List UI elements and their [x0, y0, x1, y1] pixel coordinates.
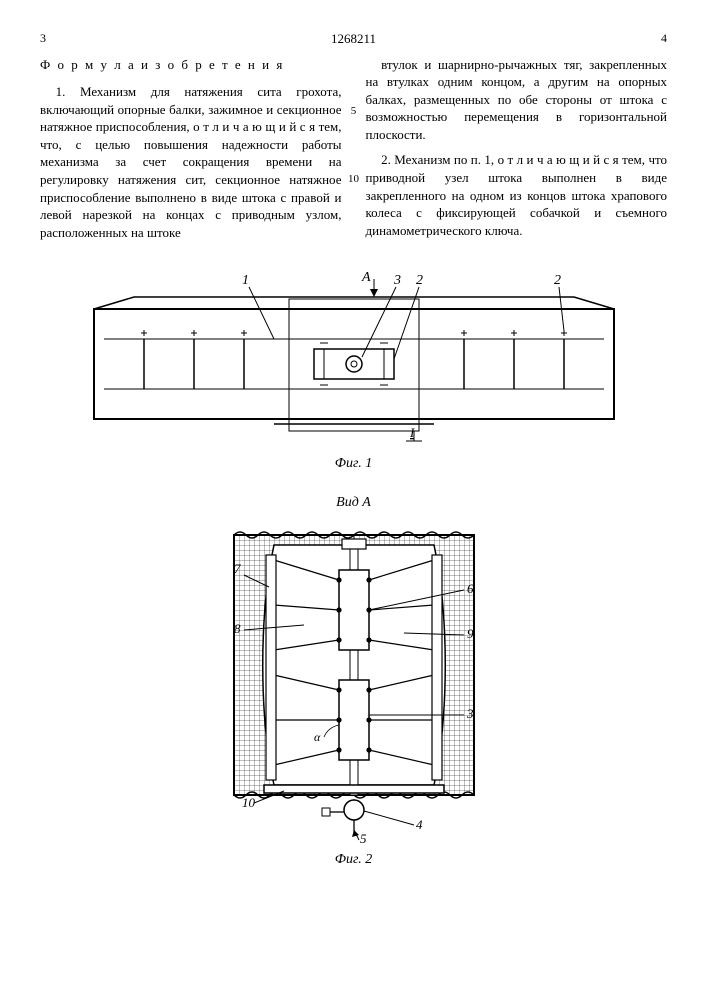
page-number-left: 3 — [40, 30, 46, 46]
patent-number: 1268211 — [40, 30, 667, 48]
figure-1: A 1 3 2 2 I Фиг. 1 — [40, 269, 667, 474]
label-7: 7 — [234, 561, 241, 576]
figure-2-svg: 7 8 6 9 3 α 10 4 5 — [204, 515, 504, 845]
figure-2-toplabel: Вид А — [40, 494, 667, 513]
figure-1-svg: A 1 3 2 2 I — [74, 269, 634, 449]
label-5: 5 — [360, 831, 367, 845]
text-columns: Ф о р м у л а и з о б р е т е н и я 1. М… — [40, 56, 667, 249]
figure-2: Вид А — [40, 494, 667, 870]
claims-block: 5 10 Ф о р м у л а и з о б р е т е н и я… — [40, 56, 667, 249]
formula-title: Ф о р м у л а и з о б р е т е н и я — [40, 56, 342, 74]
label-3: 3 — [393, 273, 401, 288]
claim-1-left: 1. Механизм для натяжения сита грохота, … — [40, 83, 342, 241]
label-A: A — [361, 270, 371, 285]
label-9: 9 — [467, 626, 474, 641]
label-6: 6 — [467, 581, 474, 596]
label-3b: 3 — [466, 706, 474, 721]
line-marker-5: 5 — [348, 104, 360, 119]
line-marker-10: 10 — [348, 172, 360, 187]
label-4: 4 — [416, 817, 423, 832]
figure-1-caption: Фиг. 1 — [40, 455, 667, 474]
column-left: Ф о р м у л а и з о б р е т е н и я 1. М… — [40, 56, 342, 249]
page-number-right: 4 — [661, 30, 667, 46]
label-I: I — [409, 425, 415, 440]
label-8: 8 — [234, 621, 241, 636]
figure-2-caption: Фиг. 2 — [40, 851, 667, 870]
label-alpha: α — [314, 730, 321, 744]
label-2a: 2 — [416, 273, 423, 288]
claim-1-right: втулок и шарнирно-рычажных тяг, закрепле… — [366, 56, 668, 144]
label-2b: 2 — [554, 273, 561, 288]
column-right: втулок и шарнирно-рычажных тяг, закрепле… — [366, 56, 668, 249]
claim-2: 2. Механизм по п. 1, о т л и ч а ю щ и й… — [366, 151, 668, 239]
label-10: 10 — [242, 795, 256, 810]
label-1: 1 — [242, 273, 249, 288]
